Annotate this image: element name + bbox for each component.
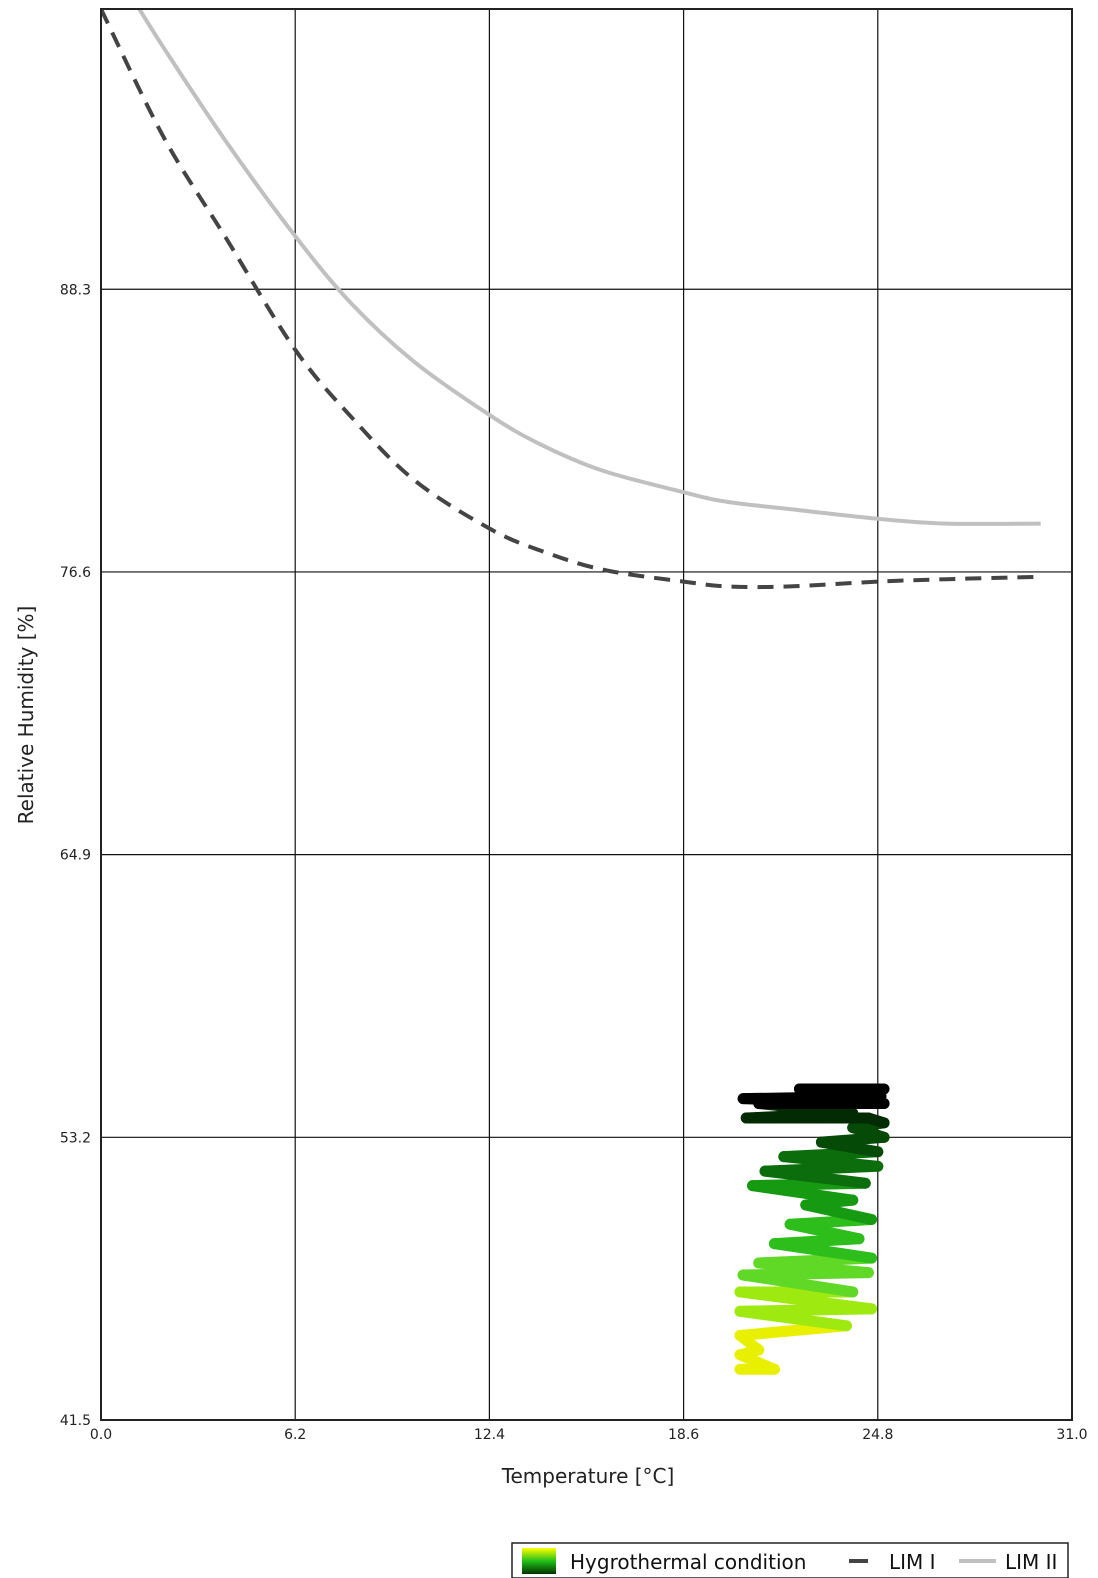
y-axis-title: Relative Humidity [%] — [14, 606, 38, 825]
lim1-line — [101, 9, 1041, 587]
y-tick-label: 53.2 — [60, 1130, 91, 1146]
legend-label-hygrothermal: Hygrothermal condition — [570, 1550, 806, 1574]
hygrothermal-legend-swatch — [522, 1548, 556, 1574]
x-tick-label: 31.0 — [1056, 1427, 1087, 1443]
x-tick-label: 24.8 — [862, 1427, 893, 1443]
y-tick-label: 88.3 — [60, 282, 91, 298]
series-layer — [101, 0, 1041, 1369]
ticks: 0.0 6.2 12.4 18.6 24.8 31.0 41.5 53.2 64.9 76.6 88… — [60, 282, 1088, 1443]
legend: Hygrothermal condition LIM I LIM II — [512, 1543, 1068, 1578]
grid — [101, 9, 1072, 1420]
x-tick-label: 0.0 — [90, 1427, 112, 1443]
lim2-line — [123, 0, 1041, 524]
x-tick-label: 12.4 — [474, 1427, 505, 1443]
y-tick-label: 64.9 — [60, 848, 91, 864]
x-tick-label: 18.6 — [668, 1427, 699, 1443]
y-tick-label: 76.6 — [60, 565, 91, 581]
plot-frame — [101, 9, 1072, 1420]
legend-label-lim1: LIM I — [889, 1550, 936, 1574]
y-tick-label: 41.5 — [60, 1413, 91, 1429]
x-tick-label: 6.2 — [284, 1427, 306, 1443]
legend-label-lim2: LIM II — [1005, 1550, 1057, 1574]
series-group — [101, 0, 1041, 1369]
x-axis-title: Temperature [°C] — [501, 1464, 675, 1488]
